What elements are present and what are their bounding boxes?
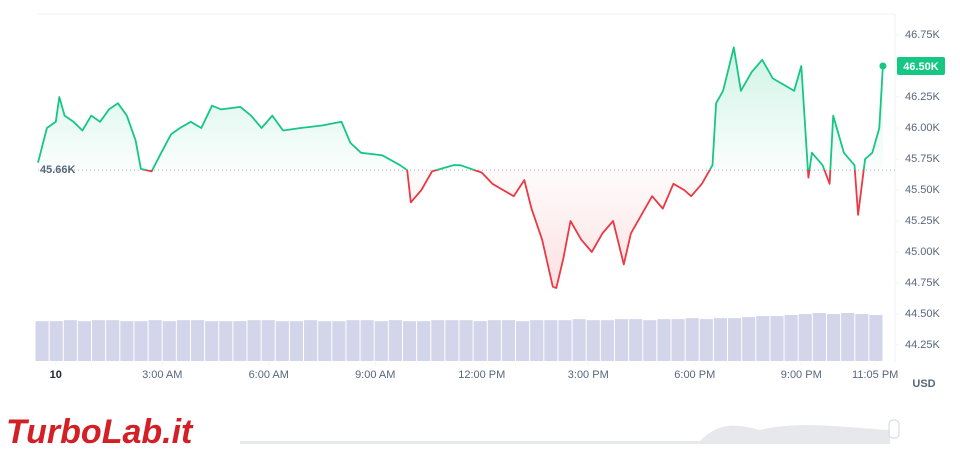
volume-bar [388, 320, 402, 361]
volume-bar [205, 321, 219, 361]
volume-bar [431, 320, 445, 361]
volume-bar [275, 321, 289, 361]
x-tick-label: 10 [50, 369, 62, 381]
volume-bar [798, 314, 812, 361]
volume-bar [289, 321, 304, 361]
y-tick-label: 45.25K [905, 215, 941, 227]
currency-label: USD [912, 378, 935, 390]
volume-bar [49, 321, 63, 361]
volume-bar [332, 321, 346, 361]
volume-bar [445, 320, 459, 361]
volume-bar [713, 318, 728, 361]
y-tick-label: 44.50K [905, 308, 941, 320]
volume-bar [35, 321, 49, 361]
watermark: TurboLab.it [6, 413, 194, 451]
price-tag [897, 57, 945, 75]
volume-bar [756, 316, 770, 361]
volume-bar [869, 315, 883, 361]
y-tick-label: 45.50K [905, 184, 941, 196]
y-tick-label: 44.25K [905, 339, 941, 351]
price-area [38, 47, 883, 289]
volume-bar [247, 320, 261, 361]
volume-bar [728, 318, 742, 361]
volume-bar [219, 321, 233, 361]
volume-bar [501, 320, 516, 361]
volume-bar [473, 321, 487, 361]
price-line [37, 46, 884, 289]
volume-bar [134, 321, 148, 361]
x-tick-label: 9:00 AM [355, 369, 395, 381]
volume-bar [671, 319, 685, 361]
x-tick-label: 12:00 PM [458, 369, 505, 381]
navigator [240, 425, 890, 444]
navigator-handle[interactable] [888, 419, 900, 439]
volume-bar [148, 320, 162, 361]
volume-bar [417, 321, 431, 361]
volume-bar [360, 320, 374, 361]
x-tick-label: 3:00 PM [568, 369, 609, 381]
volume-bar [374, 321, 388, 361]
volume-bar [176, 320, 190, 361]
volume-bar [572, 319, 586, 361]
y-tick-label: 45.75K [905, 153, 941, 165]
volume-bar [402, 321, 417, 361]
x-tick-label: 3:00 AM [142, 369, 182, 381]
volume-bar [784, 315, 798, 361]
volume-bar [63, 320, 77, 361]
volume-bar [346, 320, 360, 361]
volume-bar [629, 319, 643, 361]
volume-bar [685, 318, 699, 361]
volume-bar [318, 321, 332, 361]
volume-bar [120, 321, 134, 361]
y-tick-label: 46.00K [905, 122, 941, 134]
volume-bar [826, 314, 841, 361]
volume-bar [558, 320, 572, 361]
last-point [879, 62, 887, 70]
y-tick-label: 46.25K [905, 91, 941, 103]
y-tick-label: 44.75K [905, 277, 941, 289]
volume-bar [106, 320, 120, 361]
x-tick-label: 6:00 AM [249, 369, 289, 381]
volume-bar [304, 320, 318, 361]
volume-bar [742, 317, 756, 361]
volume-bar [487, 320, 501, 361]
volume-bar [657, 319, 671, 361]
x-tick-label: 11:05 PM [852, 369, 898, 381]
volume-bar [812, 313, 826, 361]
volume-bar [614, 319, 629, 361]
volume-bar [190, 320, 205, 361]
volume-bar [770, 316, 784, 361]
y-tick-label: 45.00K [905, 246, 941, 258]
volume-bar [530, 320, 544, 361]
volume-bar [459, 320, 473, 361]
volume-bar [162, 321, 176, 361]
y-tick-label: 46.75K [905, 29, 941, 41]
volume-bar [841, 313, 855, 361]
volume-bar [600, 320, 614, 361]
volume-bar [77, 321, 92, 361]
volume-bar [699, 319, 713, 361]
volume-bar [855, 314, 869, 361]
price-tag-label: 46.50K [903, 61, 939, 73]
volume-bar [643, 320, 657, 361]
volume-bar [92, 320, 106, 361]
volume-bar [586, 320, 600, 361]
x-tick-label: 9:00 PM [781, 369, 822, 381]
x-tick-label: 6:00 PM [674, 369, 715, 381]
volume-bar [516, 321, 530, 361]
volume-bar [233, 321, 247, 361]
volume-bar [544, 320, 558, 361]
volume-bar [261, 320, 275, 361]
